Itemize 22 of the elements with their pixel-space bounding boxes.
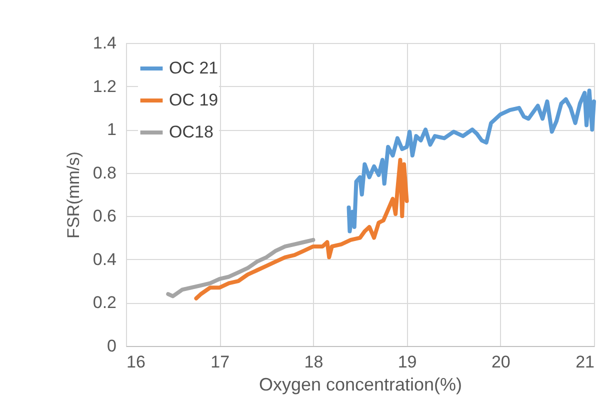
- y-tick-label: 0.8: [92, 163, 116, 182]
- line-series: [346, 88, 596, 234]
- y-tick-label: 1.2: [92, 76, 116, 96]
- x-tick-label: 17: [210, 352, 230, 372]
- y-axis-title: FSR(mm/s): [64, 152, 83, 238]
- line-series: [166, 238, 316, 298]
- legend-label: OC 21: [169, 58, 218, 78]
- legend-label: OC 19: [169, 90, 218, 110]
- y-tick-label: 1: [107, 120, 116, 140]
- legend-label: OC18: [169, 122, 214, 142]
- x-tick-label: 16: [126, 352, 146, 372]
- y-tick-label: 0.4: [92, 250, 116, 269]
- x-tick-label: 19: [398, 352, 417, 372]
- x-tick-label: 21: [576, 352, 594, 372]
- y-tick-label: 0.2: [92, 293, 116, 312]
- line-series: [194, 158, 409, 300]
- y-tick-label: 0: [107, 336, 116, 356]
- x-tick-label: 20: [491, 352, 510, 372]
- y-tick-label: 0.6: [92, 206, 116, 226]
- y-tick-label: 1.4: [92, 34, 116, 52]
- x-axis-title: Oxygen concentration(%): [258, 374, 462, 394]
- x-tick-label: 18: [304, 352, 324, 372]
